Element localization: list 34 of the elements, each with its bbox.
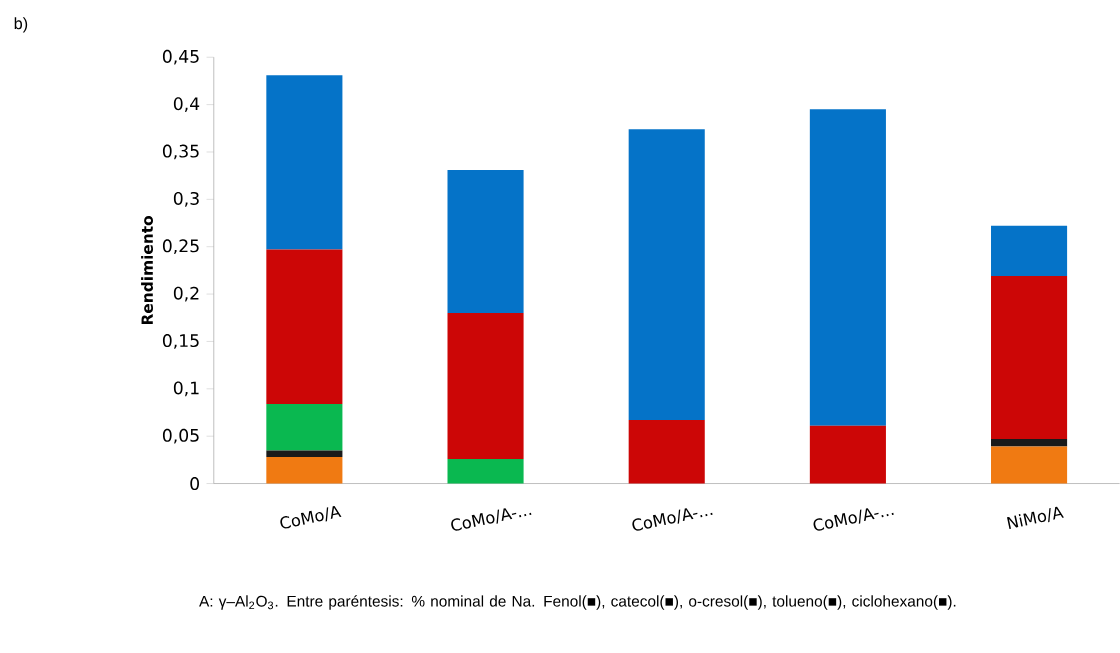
bar xyxy=(266,456,343,484)
y-tick-label: 0,1 xyxy=(173,381,199,397)
y-tick-label: 0 xyxy=(190,476,199,491)
bar xyxy=(991,438,1068,447)
x-tick-label: CoMo/A-... xyxy=(813,508,894,531)
y-axis-title: Rendimiento xyxy=(141,215,154,325)
x-tick-label: CoMo/A xyxy=(280,505,342,529)
x-tick-label: CoMo/A-... xyxy=(451,508,532,531)
bar xyxy=(809,109,886,426)
text: A: γ–Al$_{2}$O$_{3}$. Entre paréntesis: % nominal de Na. Fenol(■), catecol(■), o-cresol(■), tolueno(■), ciclohexano(■). xyxy=(199,595,956,610)
bar xyxy=(447,458,524,484)
y-tick-label: 0,05 xyxy=(162,428,199,444)
bar xyxy=(266,403,343,451)
bar xyxy=(628,129,705,421)
y-tick-label: 0,2 xyxy=(173,286,199,302)
bar xyxy=(266,249,343,404)
bar xyxy=(447,312,524,459)
bar xyxy=(628,420,705,484)
bar xyxy=(809,425,886,484)
bar xyxy=(991,276,1068,439)
y-tick-label: 0,35 xyxy=(162,144,199,160)
x-tick-label: NiMo/A xyxy=(1006,506,1064,529)
x-tick-label: CoMo/A-... xyxy=(632,508,713,531)
bar xyxy=(991,225,1068,277)
bar xyxy=(447,169,524,313)
y-tick-label: 0,25 xyxy=(162,239,199,255)
y-tick-label: 0,3 xyxy=(173,191,199,207)
bar xyxy=(266,450,343,457)
text: b) xyxy=(14,17,28,33)
bar xyxy=(991,446,1068,484)
y-tick-label: 0,15 xyxy=(162,334,199,349)
y-tick-label: 0,4 xyxy=(173,97,200,112)
bar xyxy=(266,75,343,250)
y-tick-label: 0,45 xyxy=(162,49,199,65)
